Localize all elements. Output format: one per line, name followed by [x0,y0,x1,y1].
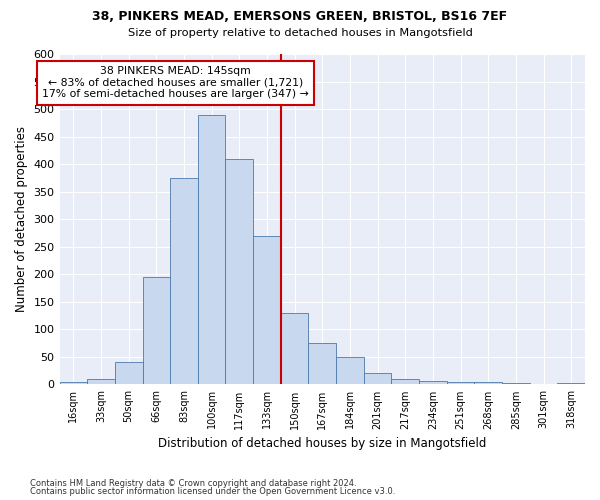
Bar [198,114,226,384]
Bar [59,382,87,384]
Bar [336,357,364,384]
Bar [143,277,170,384]
X-axis label: Distribution of detached houses by size in Mangotsfield: Distribution of detached houses by size … [158,437,487,450]
Bar [447,382,475,384]
Bar [87,379,115,384]
Bar [475,382,502,384]
Bar [557,383,585,384]
Bar [281,313,308,384]
Bar [170,178,198,384]
Text: Contains public sector information licensed under the Open Government Licence v3: Contains public sector information licen… [30,487,395,496]
Text: 38 PINKERS MEAD: 145sqm
← 83% of detached houses are smaller (1,721)
17% of semi: 38 PINKERS MEAD: 145sqm ← 83% of detache… [43,66,309,100]
Text: Contains HM Land Registry data © Crown copyright and database right 2024.: Contains HM Land Registry data © Crown c… [30,478,356,488]
Bar [364,374,391,384]
Bar [226,158,253,384]
Y-axis label: Number of detached properties: Number of detached properties [15,126,28,312]
Text: 38, PINKERS MEAD, EMERSONS GREEN, BRISTOL, BS16 7EF: 38, PINKERS MEAD, EMERSONS GREEN, BRISTO… [92,10,508,23]
Bar [391,379,419,384]
Bar [253,236,281,384]
Bar [502,383,530,384]
Bar [419,380,447,384]
Bar [308,343,336,384]
Bar [115,362,143,384]
Text: Size of property relative to detached houses in Mangotsfield: Size of property relative to detached ho… [128,28,472,38]
